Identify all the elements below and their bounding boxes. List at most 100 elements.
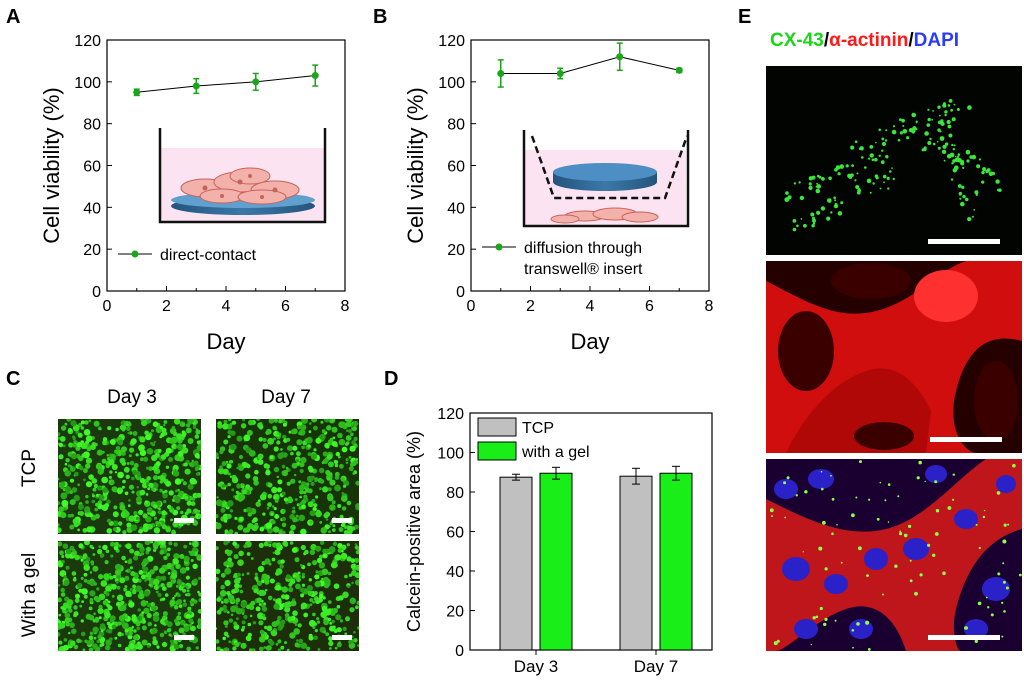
- micrograph-texture: [58, 419, 201, 534]
- chart-d: 0 20 40 60 80 100 120 Calcein-positive area (%)…: [404, 406, 713, 676]
- x-tick-label: 0: [103, 298, 112, 315]
- y-tick-label: 120: [437, 406, 464, 423]
- stain-separator: /: [823, 30, 830, 51]
- legend-swatch: [477, 441, 517, 461]
- bar: [619, 475, 653, 651]
- y-tick-label: 0: [92, 284, 101, 301]
- x-axis-label: Day: [570, 329, 609, 354]
- transwell-schematic: [522, 130, 690, 228]
- x-tick-label: 8: [341, 298, 350, 315]
- category-label: Day 7: [634, 657, 678, 676]
- x-axis-label: Day: [206, 329, 245, 354]
- y-tick-label: 40: [447, 200, 465, 217]
- y-tick-label: 100: [438, 75, 465, 92]
- scale-bar: [332, 518, 352, 523]
- series-line: [500, 56, 680, 74]
- legend-label: with a gel: [521, 444, 590, 461]
- panel-label-a: A: [6, 6, 20, 28]
- y-tick-label: 80: [446, 485, 464, 502]
- row-label-with-gel: With a gel: [19, 553, 40, 637]
- stain-legend: CX-43/α-actinin/DAPI: [770, 30, 959, 52]
- fluorescence-cx43: [766, 66, 1022, 255]
- legend-label: TCP: [522, 420, 554, 437]
- x-tick-label: 4: [222, 298, 231, 315]
- x-tick-label: 8: [705, 298, 714, 315]
- x-tick-label: 2: [526, 298, 535, 315]
- data-point: [616, 53, 624, 61]
- x-tick-label: 0: [467, 298, 476, 315]
- x-tick-label: 6: [281, 298, 290, 315]
- scale-bar: [928, 239, 1000, 244]
- stain-cx43: CX-43: [770, 30, 824, 51]
- legend-marker: [131, 250, 139, 258]
- fluorescence-merge: [766, 459, 1022, 651]
- y-tick-label: 20: [83, 242, 101, 259]
- col-label-day7: Day 7: [261, 387, 311, 408]
- bar: [539, 472, 573, 651]
- scale-bar: [930, 437, 1002, 442]
- panel-label-b: B: [373, 6, 387, 28]
- y-tick-label: 120: [74, 33, 101, 50]
- data-point: [192, 82, 200, 90]
- y-axis-label: Cell viability (%): [403, 87, 428, 243]
- series-line: [136, 75, 316, 93]
- bar: [659, 472, 693, 651]
- merge-signal: [766, 459, 1022, 651]
- y-tick-label: 20: [446, 604, 464, 621]
- actinin-signal: [766, 261, 1022, 453]
- data-point: [497, 69, 505, 77]
- y-tick-label: 100: [74, 75, 101, 92]
- y-tick-label: 100: [437, 446, 464, 463]
- stain-separator: /: [908, 30, 914, 51]
- panel-label-c: C: [6, 368, 20, 390]
- stain-actinin: α-actinin: [829, 30, 909, 51]
- micrograph-gel-day3: [58, 541, 201, 651]
- data-point: [133, 88, 141, 96]
- data-point: [675, 66, 683, 74]
- micrograph-texture: [216, 419, 359, 534]
- y-tick-label: 40: [446, 564, 464, 581]
- category-label: Day 3: [514, 657, 558, 676]
- legend-swatch: [477, 417, 517, 437]
- y-tick-label: 60: [446, 525, 464, 542]
- micrograph-texture: [216, 541, 359, 651]
- y-tick-label: 20: [447, 242, 465, 259]
- data-point: [252, 78, 260, 86]
- micrograph-tcp-day7: [216, 419, 359, 534]
- scale-bar: [332, 635, 352, 640]
- panel-label-d: D: [384, 368, 398, 390]
- micrograph-tcp-day3: [58, 419, 201, 534]
- data-point: [311, 72, 319, 80]
- stain-dapi: DAPI: [913, 30, 960, 51]
- row-label-tcp: TCP: [19, 449, 40, 487]
- y-tick-label: 0: [456, 284, 465, 301]
- scale-bar: [928, 635, 1000, 640]
- legend-label: transwell® insert: [524, 261, 643, 278]
- col-label-day3: Day 3: [107, 387, 157, 408]
- y-tick-label: 60: [83, 159, 101, 176]
- y-axis-label: Cell viability (%): [39, 87, 64, 243]
- data-point: [556, 69, 564, 77]
- y-tick-label: 40: [83, 200, 101, 217]
- x-tick-label: 4: [586, 298, 595, 315]
- y-tick-label: 80: [447, 117, 465, 134]
- legend-label: direct-contact: [160, 247, 257, 264]
- y-tick-label: 0: [455, 643, 464, 660]
- fluorescence-actinin: [766, 261, 1022, 453]
- panel-label-e: E: [738, 6, 751, 28]
- y-tick-label: 120: [438, 33, 465, 50]
- micrograph-texture: [58, 541, 201, 651]
- x-tick-label: 6: [645, 298, 654, 315]
- legend-marker: [495, 243, 503, 251]
- direct-contact-schematic: [158, 128, 327, 224]
- y-tick-label: 80: [83, 117, 101, 134]
- y-tick-label: 60: [447, 159, 465, 176]
- scale-bar: [174, 518, 194, 523]
- cx43-signal: [784, 99, 1002, 232]
- y-axis-label: Calcein-positive area (%): [404, 431, 424, 632]
- micrograph-gel-day7: [216, 541, 359, 651]
- scale-bar: [174, 635, 194, 640]
